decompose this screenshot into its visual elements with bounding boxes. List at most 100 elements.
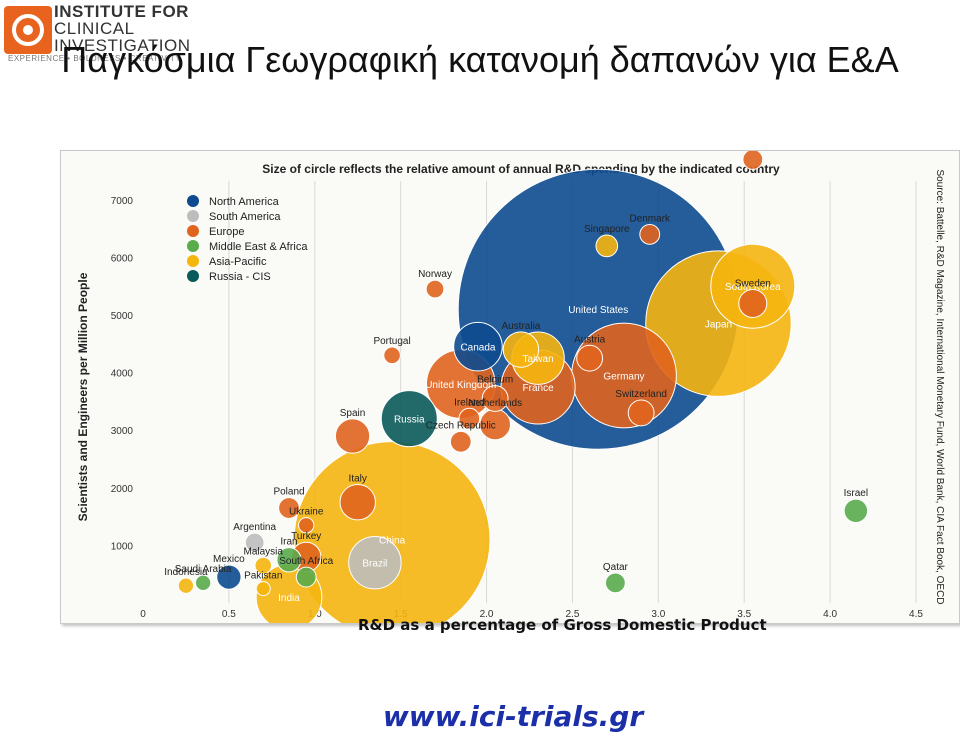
slide-title: Παγκόσμια Γεωγραφική κατανομή δαπανών γι… <box>61 39 899 80</box>
bubble-label: France <box>523 383 555 394</box>
bubble-label: Italy <box>349 473 367 484</box>
x-tick-label: 0.5 <box>222 609 236 620</box>
x-tick-label: 3.5 <box>737 609 751 620</box>
bubble-poland <box>278 497 300 519</box>
x-tick-label: 2.0 <box>480 609 494 620</box>
bubble-label: China <box>379 536 406 547</box>
legend-label: North America <box>209 196 280 208</box>
y-tick-label: 2000 <box>111 484 134 495</box>
bubble-label: Brazil <box>362 559 387 570</box>
bubble-label: Ireland <box>454 397 485 408</box>
bubble-austria <box>576 344 604 372</box>
legend-marker <box>187 255 199 267</box>
bubble-south-africa <box>295 566 317 588</box>
bubble-norway <box>425 279 445 299</box>
y-tick-label: 4000 <box>111 369 134 380</box>
bubble-switzerland <box>627 399 655 427</box>
bubble-israel <box>843 498 869 524</box>
bubble-label: Sweden <box>735 278 771 289</box>
legend-label: South America <box>209 211 281 223</box>
bubble-label: Japan <box>705 320 732 331</box>
legend-label: Middle East & Africa <box>209 241 308 253</box>
x-tick-label: 0 <box>140 609 146 620</box>
logo-line-2: CLINICAL <box>54 19 135 38</box>
legend-label: Asia-Pacific <box>209 256 267 268</box>
bubble-chart-svg: Size of circle reflects the relative amo… <box>76 151 945 623</box>
bubble-label: Pakistan <box>244 571 282 582</box>
bubble-label: Russia <box>394 415 425 426</box>
bubble-saudi-arabia <box>194 574 212 592</box>
legend-marker <box>187 240 199 252</box>
bubble-label: Saudi Arabia <box>175 564 232 575</box>
y-tick-label: 3000 <box>111 426 134 437</box>
bubble-label: Belgium <box>477 375 513 386</box>
bubble-brazil <box>348 535 402 590</box>
bubble-ukraine <box>298 517 315 534</box>
bubble-label: Poland <box>273 487 304 498</box>
bubble-south-korea <box>710 243 796 329</box>
bubble-pakistan <box>255 581 271 597</box>
bubble-label: Australia <box>501 321 540 332</box>
bubble-label: Turkey <box>291 531 321 542</box>
bubble-label: South Africa <box>279 556 333 567</box>
bubble-label: Germany <box>603 371 644 382</box>
x-tick-label: 3.0 <box>651 609 665 620</box>
bubble-label: Taiwan <box>523 354 554 365</box>
website-link[interactable]: www.ici-trials.gr <box>382 700 644 733</box>
x-axis-label: R&D as a percentage of Gross Domestic Pr… <box>358 616 767 634</box>
bubble-qatar <box>604 572 626 594</box>
bubble-singapore <box>595 234 619 258</box>
bubble-label: Mexico <box>213 554 245 565</box>
bubble-label: United States <box>568 305 628 316</box>
bubble-finland <box>742 151 764 170</box>
bubble-label: Switzerland <box>615 389 667 400</box>
y-tick-label: 1000 <box>111 541 134 552</box>
logo-tagline: EXPERIENCE • BOLDNESS • CREATIVITY <box>8 54 182 63</box>
bubble-label: Qatar <box>603 562 629 573</box>
legend-marker <box>187 210 199 222</box>
bubble-label: Canada <box>460 343 495 354</box>
bubble-russia <box>380 390 438 448</box>
y-tick-label: 5000 <box>111 311 134 322</box>
bubble-sweden <box>738 288 768 318</box>
bubble-china <box>293 441 491 623</box>
y-axis-label: Scientists and Engineers per Million Peo… <box>76 272 90 521</box>
institute-logo: INSTITUTE FOR CLINICAL INVESTIGATION EXP… <box>4 2 204 63</box>
bubble-label: Israel <box>844 488 868 499</box>
chart-title: Size of circle reflects the relative amo… <box>262 162 780 176</box>
bubble-ireland <box>458 407 481 430</box>
bubble-portugal <box>383 346 401 365</box>
bubble-label: Spain <box>340 408 366 419</box>
bubble-label: Malaysia <box>244 546 284 557</box>
x-tick-label: 4.5 <box>909 609 923 620</box>
bubble-label: United Kingdom <box>425 380 496 391</box>
bubble-canada <box>453 321 503 372</box>
bubble-australia <box>502 331 540 368</box>
bubble-label: Indonesia <box>164 567 208 578</box>
bubble-label: Ukraine <box>289 507 324 518</box>
bubble-label: Denmark <box>629 213 671 224</box>
legend-marker <box>187 195 199 207</box>
legend-label: Russia - CIS <box>209 271 271 283</box>
bubble-label: Iran <box>280 537 297 548</box>
logo-line-1: INSTITUTE FOR <box>54 2 189 21</box>
bubble-argentina <box>244 532 265 553</box>
bubble-label: South Korea <box>725 282 781 293</box>
legend-label: Europe <box>209 226 244 238</box>
source-note: Source: Battelle, R&D Magazine, Internat… <box>934 169 945 604</box>
bubble-spain <box>334 418 371 454</box>
bubble-malaysia <box>254 556 273 575</box>
logo-mark-icon <box>4 6 52 54</box>
bubble-belgium <box>481 385 509 412</box>
legend-marker <box>187 225 199 237</box>
x-tick-label: 4.0 <box>823 609 837 620</box>
bubble-iran <box>276 547 302 573</box>
y-tick-label: 7000 <box>111 196 134 207</box>
bubble-label: Portugal <box>373 336 410 347</box>
logo-line-3: INVESTIGATION <box>54 36 191 55</box>
bubble-label: India <box>278 593 300 604</box>
bubble-mexico <box>216 564 242 590</box>
bubble-chart: Size of circle reflects the relative amo… <box>60 150 960 624</box>
x-tick-label: 2.5 <box>565 609 579 620</box>
bubble-denmark <box>639 223 661 245</box>
